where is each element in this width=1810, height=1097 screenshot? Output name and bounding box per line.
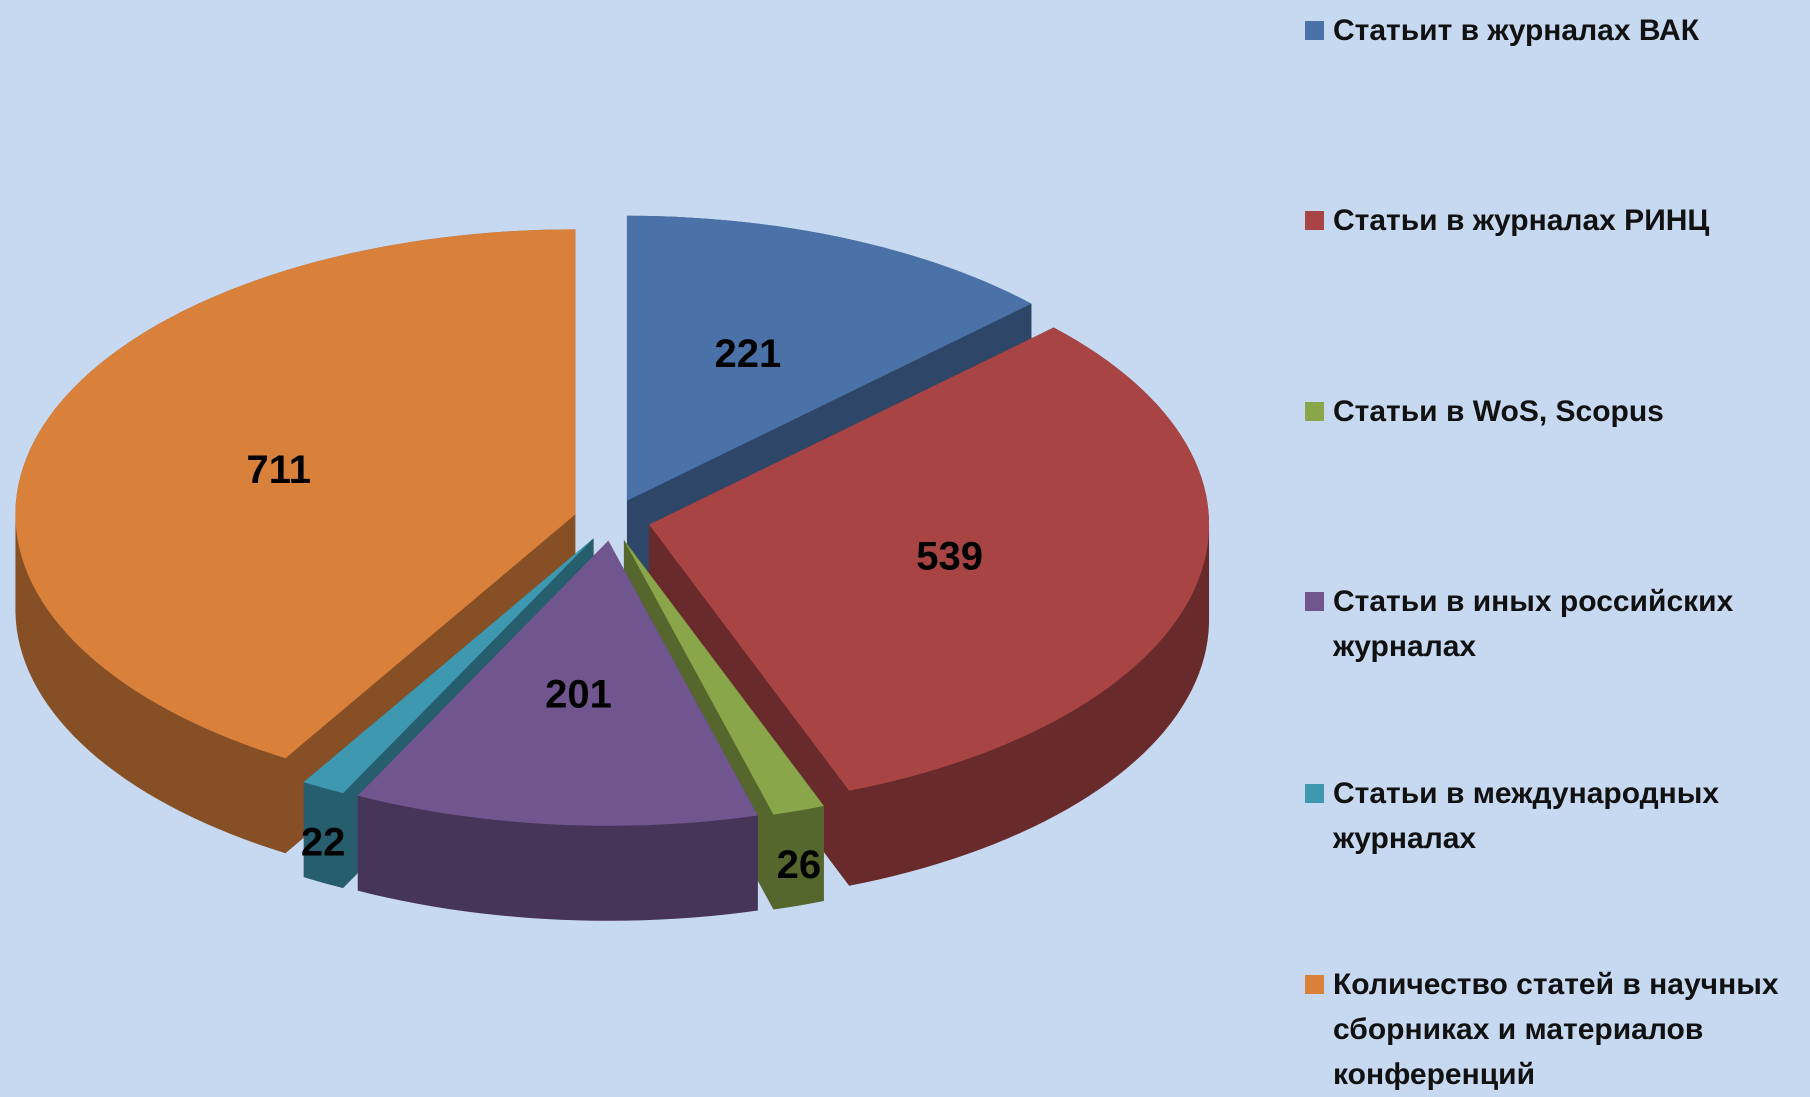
legend-swatch <box>1305 784 1324 803</box>
data-label: 711 <box>246 448 311 492</box>
data-label: 221 <box>715 332 782 376</box>
legend-item: Статьи в WoS, Scopus <box>1300 389 1664 434</box>
legend-item: Статьи в иных российских журналах <box>1300 579 1805 669</box>
data-label: 201 <box>545 672 612 716</box>
slice <box>623 539 824 815</box>
legend-label: Статьит в журналах ВАК <box>1333 14 1700 47</box>
slice <box>649 327 1210 791</box>
slice <box>303 538 594 794</box>
legend-item: Статьит в журналах ВАК <box>1300 8 1699 53</box>
data-label: 26 <box>777 843 822 887</box>
slice <box>15 229 576 759</box>
legend-swatch <box>1305 402 1324 421</box>
legend-swatch <box>1305 975 1324 994</box>
slice-side <box>623 539 824 910</box>
legend-label: Статьи в международных журналах <box>1333 777 1720 855</box>
legend-item: Статьи в журналах РИНЦ <box>1300 198 1709 243</box>
legend-label: Статьи в журналах РИНЦ <box>1333 204 1710 237</box>
legend-item: Статьи в международных журналах <box>1300 771 1805 861</box>
legend-label: Статьи в иных российских журналах <box>1333 585 1734 663</box>
legend-item: Количество статей в научных сборниках и … <box>1300 962 1805 1097</box>
legend-swatch <box>1305 211 1324 230</box>
data-label: 539 <box>916 535 983 579</box>
slice <box>357 540 758 826</box>
legend-label: Количество статей в научных сборниках и … <box>1333 968 1779 1091</box>
legend-swatch <box>1305 592 1324 611</box>
legend-label: Статьи в WoS, Scopus <box>1333 395 1664 428</box>
data-label: 22 <box>301 820 346 864</box>
legend-swatch <box>1305 21 1324 40</box>
slice <box>626 215 1032 501</box>
